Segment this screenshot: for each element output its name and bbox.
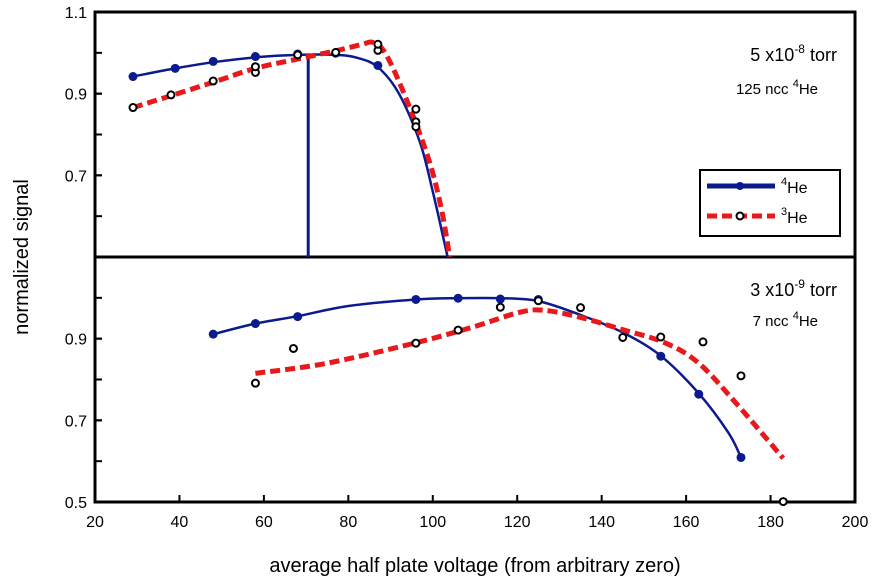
- data-point-3he: [736, 371, 746, 381]
- legend-3he-sup: 3: [781, 206, 787, 218]
- top-pressure-base: 5 x10: [750, 45, 794, 65]
- data-point-3he: [293, 50, 303, 60]
- legend-3he-label: 3He: [781, 206, 808, 227]
- x-tick-label: 20: [86, 514, 104, 531]
- legend-box: [699, 169, 841, 237]
- data-point-4he: [656, 351, 666, 361]
- x-tick-label: 60: [255, 514, 273, 531]
- data-point-4he: [128, 72, 138, 82]
- panel-series: [132, 39, 453, 257]
- data-point-3he: [411, 122, 421, 132]
- data-point-3he: [250, 378, 260, 388]
- data-point-3he: [166, 90, 176, 100]
- legend-3he-base: He: [787, 210, 808, 227]
- data-point-3he: [411, 338, 421, 348]
- y-tick-label: 0.9: [65, 87, 87, 104]
- x-tick-label: 100: [419, 514, 446, 531]
- x-tick-label: 160: [673, 514, 700, 531]
- bottom-pressure-base: 3 x10: [750, 280, 794, 300]
- bottom-pressure-unit: torr: [805, 280, 837, 300]
- y-tick-label: 0.5: [65, 495, 87, 512]
- legend-4he-marker: [736, 182, 744, 190]
- data-point-3he: [453, 325, 463, 335]
- legend-4he-label: 4He: [781, 176, 808, 197]
- bottom-gas-prefix: 7 ncc: [753, 313, 793, 330]
- data-point-4he: [293, 312, 303, 322]
- y-tick-label: 0.7: [65, 413, 87, 430]
- data-point-4he: [694, 389, 704, 399]
- data-point-4he: [411, 294, 421, 304]
- panel-series: [212, 296, 786, 460]
- data-point-4he: [208, 329, 218, 339]
- data-point-3he: [618, 332, 628, 342]
- bottom-gas-suffix: He: [799, 313, 818, 330]
- bottom-pressure-annotation: 3 x10-9 torr: [750, 277, 837, 300]
- data-point-3he: [288, 343, 298, 353]
- axis-ticks: 20 40 60 80 100 120 140 160 180 200 1.1 0.9 0.7 0.9 0.…: [65, 5, 869, 531]
- data-point-3he: [656, 332, 666, 342]
- bottom-gas-annotation: 7 ncc 4He: [753, 310, 818, 330]
- legend-3he-marker: [735, 211, 745, 221]
- data-point-4he: [250, 52, 260, 62]
- top-gas-prefix: 125 ncc: [736, 81, 793, 98]
- series-line-3he: [132, 39, 453, 257]
- data-point-3he: [533, 296, 543, 306]
- top-pressure-annotation: 5 x10-8 torr: [750, 42, 837, 65]
- data-point-4he: [495, 294, 505, 304]
- top-gas-annotation: 125 ncc 4He: [736, 78, 818, 98]
- x-axis-title: average half plate voltage (from arbitra…: [269, 555, 680, 577]
- x-tick-label: 40: [171, 514, 189, 531]
- y-axis-title: normalized signal: [11, 179, 33, 335]
- data-point-4he: [170, 63, 180, 73]
- data-point-4he: [373, 60, 383, 70]
- x-tick-label: 180: [757, 514, 784, 531]
- data-point-4he: [736, 452, 746, 462]
- data-point-3he: [373, 39, 383, 49]
- top-gas-suffix: He: [799, 81, 818, 98]
- x-tick-label: 200: [842, 514, 869, 531]
- y-tick-label: 0.7: [65, 168, 87, 185]
- legend-4he-base: He: [787, 180, 808, 197]
- data-point-3he: [698, 337, 708, 347]
- top-gas-sup: 4: [793, 78, 799, 90]
- y-tick-label: 1.1: [65, 5, 87, 22]
- data-point-3he: [411, 104, 421, 114]
- legend: 4He 3He: [699, 169, 841, 237]
- bottom-gas-sup: 4: [793, 310, 799, 322]
- data-point-3he: [576, 303, 586, 313]
- data-point-4he: [453, 293, 463, 303]
- x-tick-label: 80: [339, 514, 357, 531]
- data-point-4he: [208, 56, 218, 66]
- legend-4he-sup: 4: [781, 176, 787, 188]
- y-tick-label: 0.9: [65, 332, 87, 349]
- top-pressure-unit: torr: [805, 45, 837, 65]
- top-panel-plot: [128, 39, 453, 257]
- series-line-3he: [255, 307, 786, 460]
- data-point-3he: [331, 47, 341, 57]
- bottom-panel-plot: [208, 293, 788, 507]
- data-point-3he: [250, 62, 260, 72]
- data-point-3he: [778, 497, 788, 507]
- data-point-3he: [208, 76, 218, 86]
- series-line-4he: [212, 296, 743, 459]
- x-tick-label: 140: [588, 514, 615, 531]
- data-point-3he: [128, 103, 138, 113]
- x-tick-label: 120: [504, 514, 531, 531]
- data-point-4he: [250, 319, 260, 329]
- data-point-3he: [495, 302, 505, 312]
- bottom-pressure-exp: -9: [794, 277, 805, 291]
- top-pressure-exp: -8: [794, 42, 805, 56]
